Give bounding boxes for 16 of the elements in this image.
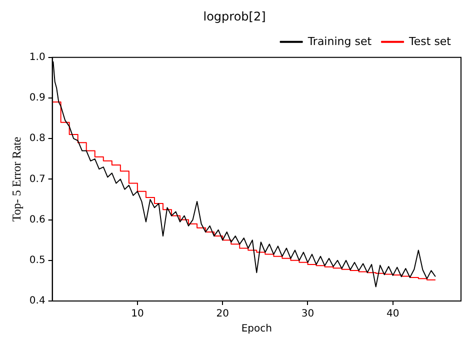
y-tick-label: 0.5 <box>29 254 46 266</box>
y-tick-label: 0.7 <box>29 174 46 185</box>
x-tick-label: 20 <box>216 308 229 320</box>
y-tick-label: 0.4 <box>29 296 46 307</box>
x-axis-title: Epoch <box>241 324 272 335</box>
legend-label: Test set <box>408 34 452 48</box>
y-tick-label: 0.9 <box>29 92 46 104</box>
y-tick-label: 0.6 <box>29 214 46 226</box>
x-tick-label: 40 <box>386 308 400 320</box>
legend-label: Training set <box>306 34 372 48</box>
y-axis-title: Top- 5 Error Rate <box>9 136 24 222</box>
y-tick-label: 0.8 <box>29 133 46 144</box>
x-tick-label: 10 <box>131 308 144 320</box>
chart-title: logprob[2] <box>203 9 266 24</box>
y-tick-label: 1.0 <box>29 52 46 63</box>
x-tick-label: 30 <box>301 308 314 320</box>
